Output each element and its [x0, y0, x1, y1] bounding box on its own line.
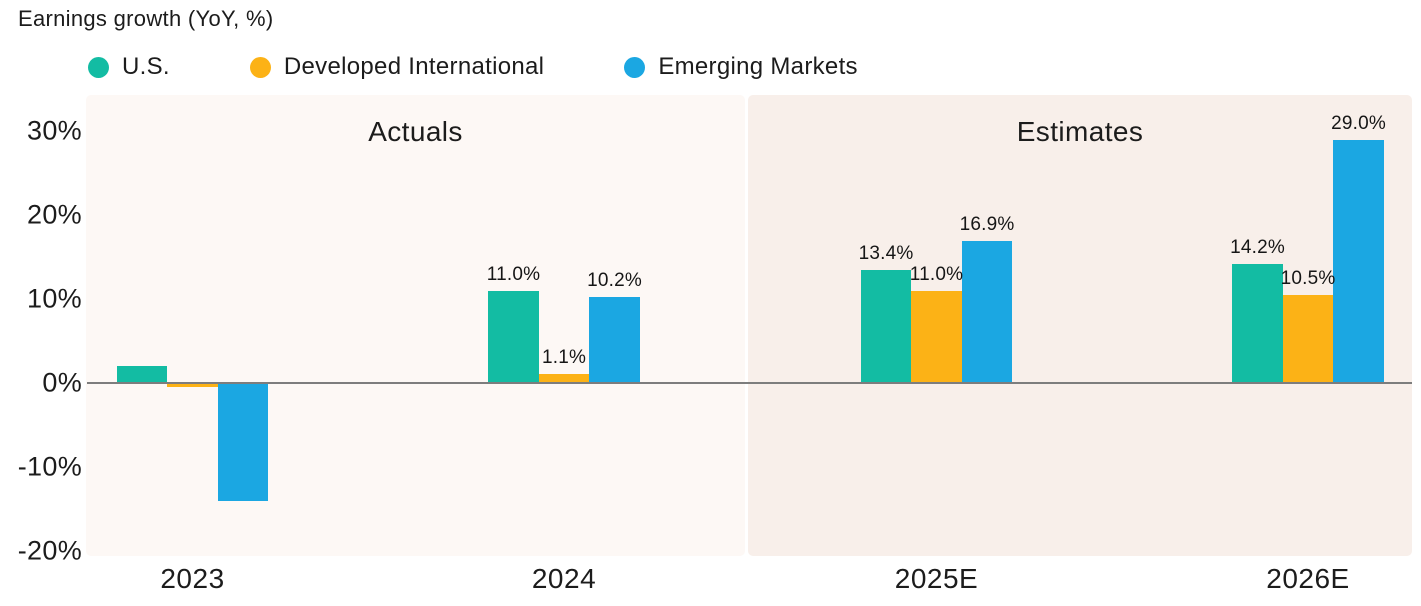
chart-legend: U.S. Developed International Emerging Mark…: [88, 53, 858, 81]
bar-label-developed-international-2025e: 11.0%: [909, 263, 964, 285]
bar-label-developed-international-2026e: 10.5%: [1280, 267, 1336, 289]
bar-label-u-s-2024: 11.0%: [486, 263, 541, 285]
legend-label-u-s: U.S.: [122, 53, 170, 80]
legend-label-emerging-markets: Emerging Markets: [658, 53, 858, 80]
bar-u-s-2025e: [860, 270, 912, 383]
x-axis-label-2024: 2024: [531, 563, 597, 594]
x-axis-label-2023: 2023: [160, 563, 225, 594]
legend-item-developed-international: Developed International: [249, 53, 545, 81]
bar-label-emerging-markets-2024: 10.2%: [587, 270, 642, 292]
bar-label-developed-international-2024: 1.1%: [541, 346, 587, 368]
bar-label-emerging-markets-2026e: 29.0%: [1331, 112, 1386, 134]
y-axis-label-30: 30%: [27, 115, 82, 146]
y-axis-label--20: -20%: [17, 535, 82, 566]
legend-item-emerging-markets: Emerging Markets: [624, 53, 858, 81]
bar-u-s-2024: [488, 290, 539, 383]
legend-dot-developed-international-icon: [249, 56, 271, 78]
y-axis-label-0: 0%: [42, 367, 82, 398]
bar-developed-international-2025e: [911, 290, 962, 383]
bar-label-emerging-markets-2025e: 16.9%: [959, 214, 1015, 236]
section-label-actuals: Actuals: [368, 116, 463, 147]
bar-developed-international-2023: [167, 383, 218, 388]
x-axis-label-2026e: 2026E: [1266, 563, 1350, 594]
bar-label-u-s-2026e: 14.2%: [1230, 236, 1285, 258]
bar-developed-international-2026e: [1282, 294, 1334, 383]
legend-dot-u-s-icon: [88, 56, 109, 78]
panel-actuals: [86, 95, 745, 556]
x-axis-label-2025e: 2025E: [894, 563, 979, 594]
y-axis-label-20: 20%: [27, 199, 82, 230]
legend-dot-emerging-markets-icon: [624, 56, 646, 78]
bar-label-u-s-2025e: 13.4%: [858, 243, 914, 265]
bar-u-s-2026e: [1232, 263, 1283, 384]
bar-emerging-markets-2026e: [1333, 139, 1384, 383]
bar-emerging-markets-2023: [217, 383, 269, 501]
y-axis-label-10: 10%: [27, 283, 82, 314]
bar-u-s-2023: [116, 366, 168, 383]
bar-developed-international-2024: [538, 373, 590, 384]
section-label-estimates: Estimates: [1016, 116, 1144, 147]
y-axis-label--10: -10%: [17, 451, 82, 482]
legend-label-developed-international: Developed International: [283, 53, 545, 80]
zero-axis-line: [87, 382, 1412, 384]
bar-emerging-markets-2025e: [961, 241, 1013, 383]
bar-emerging-markets-2024: [589, 297, 640, 383]
chart-title: Earnings growth (YoY, %): [18, 6, 274, 31]
legend-item-u-s: U.S.: [88, 53, 170, 81]
